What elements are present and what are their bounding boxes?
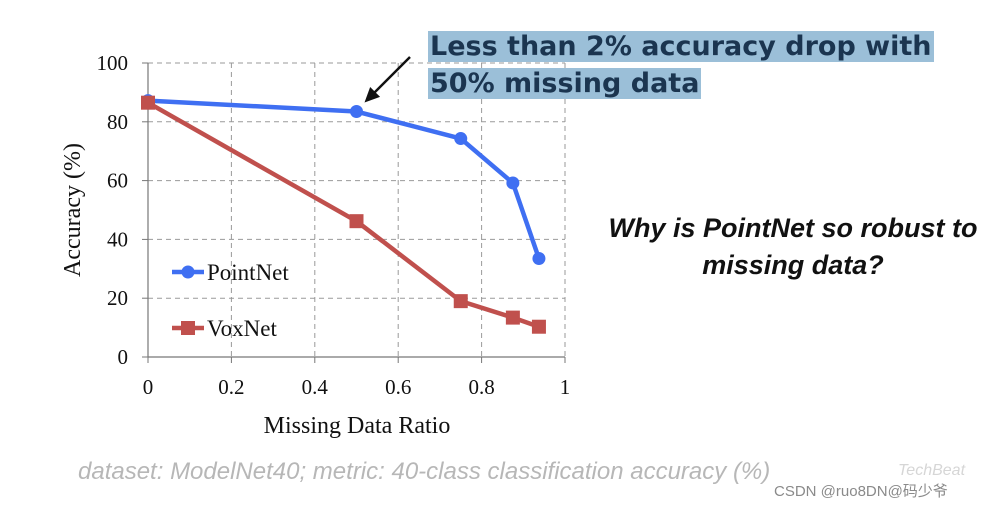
y-tick-label: 40 — [107, 227, 128, 251]
y-tick-label: 60 — [107, 169, 128, 193]
x-tick-labels: 0 0.2 0.4 0.6 0.8 1 — [143, 375, 571, 399]
annotation-line-2: 50% missing data — [428, 68, 702, 99]
data-point — [350, 105, 363, 119]
data-point — [506, 176, 520, 190]
x-tick-label: 0 — [143, 375, 154, 399]
legend-label: PointNet — [207, 260, 289, 285]
x-tick-label: 0.2 — [218, 375, 244, 399]
data-point — [349, 214, 364, 229]
y-tick-label: 20 — [107, 286, 128, 310]
annotation-arrow — [364, 56, 411, 103]
arrow-head — [364, 86, 381, 103]
y-tick-label: 80 — [107, 110, 128, 134]
legend: PointNet VoxNet — [172, 260, 289, 341]
series-line — [147, 98, 542, 260]
series-voxnet — [141, 95, 546, 334]
footer-caption: dataset: ModelNet40; metric: 40-class cl… — [78, 458, 771, 485]
legend-item-pointnet: PointNet — [172, 260, 289, 285]
series-line — [146, 100, 540, 329]
y-tick-labels: 0 20 40 60 80 100 — [97, 51, 129, 369]
axes — [142, 62, 566, 363]
x-tick-label: 1 — [560, 375, 571, 399]
data-point — [531, 319, 546, 334]
x-tick-label: 0.8 — [468, 375, 494, 399]
data-point — [505, 310, 520, 325]
data-point — [532, 252, 546, 266]
y-tick-label: 100 — [97, 51, 129, 75]
annotation-line-1: Less than 2% accuracy drop with — [428, 31, 934, 62]
data-point — [454, 132, 468, 146]
legend-marker — [181, 265, 195, 279]
legend-label: VoxNet — [207, 316, 277, 341]
annotation-callout: Less than 2% accuracy drop with 50% miss… — [428, 28, 934, 102]
series-group — [141, 94, 546, 334]
y-axis-label: Accuracy (%) — [60, 143, 86, 277]
question-text: Why is PointNet so robust to missing dat… — [608, 213, 978, 280]
data-point — [141, 95, 155, 110]
watermark: CSDN @ruo8DN@码少爷 — [774, 483, 948, 500]
watermark-faint: TechBeat — [898, 462, 966, 479]
y-tick-label: 0 — [118, 345, 129, 369]
legend-item-voxnet: VoxNet — [172, 316, 277, 341]
x-tick-label: 0.6 — [385, 375, 411, 399]
legend-marker — [181, 321, 195, 335]
arrow-shaft — [371, 56, 411, 96]
x-tick-label: 0.4 — [302, 375, 329, 399]
x-axis-label: Missing Data Ratio — [264, 413, 451, 439]
data-point — [453, 294, 468, 309]
